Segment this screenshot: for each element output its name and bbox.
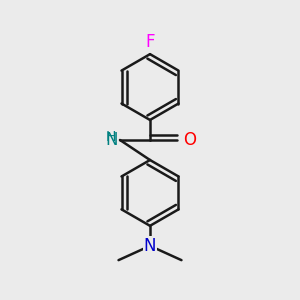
Text: O: O (184, 131, 196, 149)
Text: F: F (145, 33, 155, 51)
Text: N: N (105, 131, 118, 149)
Text: N: N (144, 237, 156, 255)
Text: H: H (106, 130, 116, 144)
